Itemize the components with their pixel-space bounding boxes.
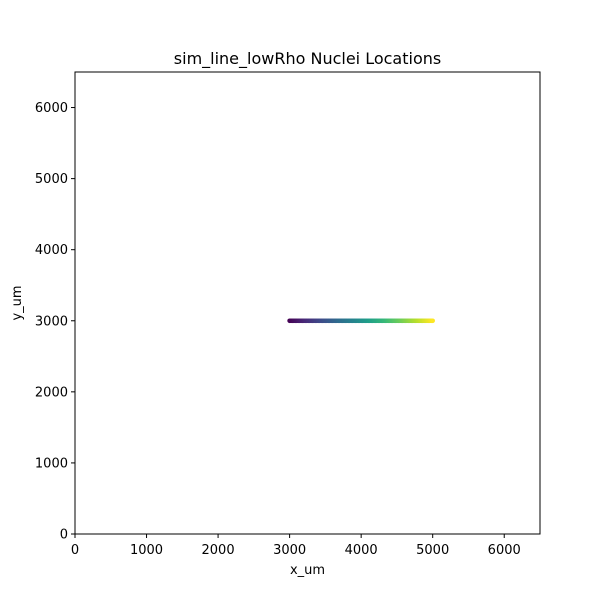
x-axis-label: x_um — [290, 563, 325, 578]
x-tick-label: 4000 — [345, 543, 378, 558]
y-tick-label: 2000 — [35, 385, 68, 400]
x-tick-label: 5000 — [416, 543, 449, 558]
y-tick-label: 3000 — [35, 314, 68, 329]
y-axis-label: y_um — [10, 285, 25, 320]
y-tick-label: 5000 — [35, 172, 68, 187]
x-tick-label: 1000 — [130, 543, 163, 558]
y-tick-label: 0 — [60, 528, 68, 543]
y-tick-label: 1000 — [35, 456, 68, 471]
x-tick-label: 2000 — [202, 543, 235, 558]
y-tick-label: 4000 — [35, 243, 68, 258]
chart-title: sim_line_lowRho Nuclei Locations — [174, 49, 441, 69]
x-axis-ticks: 0 1000 2000 3000 4000 5000 6000 — [71, 534, 521, 558]
scatter-points — [287, 318, 435, 324]
scatter-point — [430, 318, 435, 324]
y-axis-ticks: 0 1000 2000 3000 4000 5000 6000 — [35, 101, 75, 543]
x-tick-label: 6000 — [488, 543, 521, 558]
x-tick-label: 3000 — [273, 543, 306, 558]
y-tick-label: 6000 — [35, 101, 68, 116]
plot-frame — [74, 71, 541, 535]
x-tick-label: 0 — [71, 543, 79, 558]
